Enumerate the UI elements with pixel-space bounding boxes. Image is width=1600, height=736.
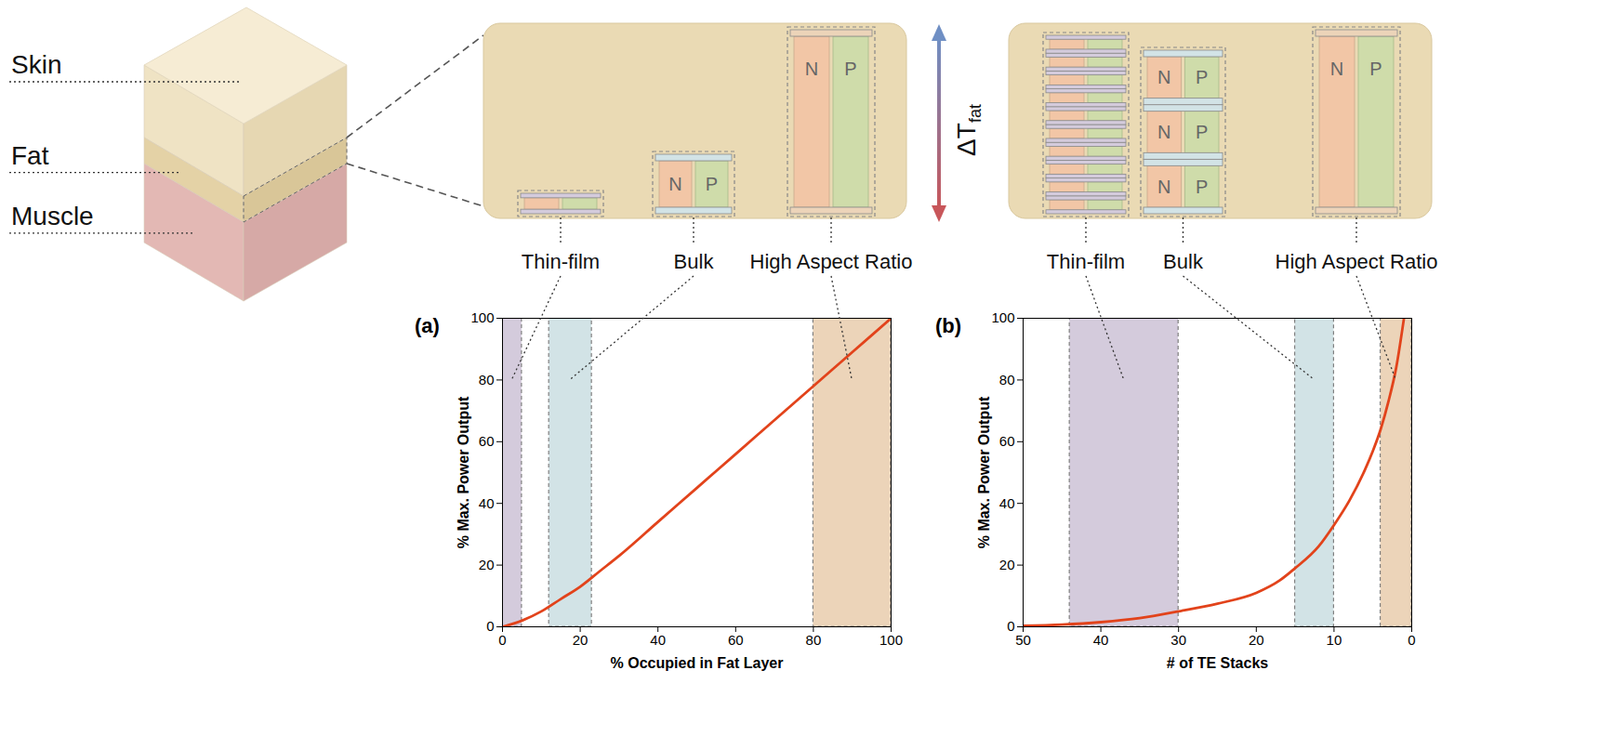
svg-text:Skin: Skin — [11, 50, 62, 80]
svg-text:20: 20 — [1248, 632, 1265, 648]
svg-text:80: 80 — [999, 371, 1016, 388]
svg-text:(b): (b) — [935, 314, 962, 338]
svg-text:High Aspect Ratio: High Aspect Ratio — [750, 250, 913, 274]
svg-text:High Aspect Ratio: High Aspect Ratio — [1275, 250, 1439, 274]
svg-text:40: 40 — [999, 495, 1016, 512]
svg-text:40: 40 — [649, 632, 666, 648]
svg-text:N: N — [1157, 121, 1171, 143]
svg-text:Thin-film: Thin-film — [521, 250, 600, 274]
svg-text:0: 0 — [486, 618, 494, 635]
svg-text:% Max. Power Output: % Max. Power Output — [976, 396, 992, 549]
svg-text:Bulk: Bulk — [674, 250, 715, 274]
svg-text:Bulk: Bulk — [1163, 250, 1204, 274]
svg-text:P: P — [1369, 58, 1382, 80]
svg-text:N: N — [805, 58, 819, 80]
svg-text:100: 100 — [470, 309, 494, 326]
svg-text:N: N — [668, 173, 682, 195]
svg-text:N: N — [1330, 58, 1344, 80]
svg-text:10: 10 — [1326, 632, 1343, 648]
svg-text:50: 50 — [1015, 632, 1032, 648]
svg-text:(a): (a) — [414, 314, 440, 338]
svg-text:0: 0 — [1407, 632, 1415, 648]
svg-text:30: 30 — [1170, 632, 1187, 648]
svg-text:N: N — [1157, 66, 1171, 88]
svg-text:Fat: Fat — [11, 141, 50, 171]
svg-text:40: 40 — [478, 495, 495, 512]
svg-text:Muscle: Muscle — [11, 201, 94, 231]
svg-text:P: P — [844, 58, 857, 80]
svg-text:Thin-film: Thin-film — [1046, 250, 1125, 274]
svg-text:20: 20 — [572, 632, 589, 648]
svg-text:P: P — [1195, 176, 1208, 198]
svg-text:0: 0 — [498, 632, 506, 648]
svg-text:0: 0 — [1006, 618, 1015, 635]
svg-text:P: P — [1195, 121, 1208, 143]
svg-text:40: 40 — [1093, 632, 1110, 648]
svg-text:80: 80 — [806, 632, 822, 648]
svg-text:60: 60 — [478, 433, 495, 450]
svg-text:% Occupied in Fat Layer: % Occupied in Fat Layer — [610, 655, 784, 672]
svg-text:100: 100 — [991, 309, 1015, 326]
svg-text:% Max. Power Output: % Max. Power Output — [455, 396, 472, 549]
svg-text:N: N — [1157, 176, 1171, 198]
svg-text:P: P — [1195, 66, 1208, 88]
svg-text:20: 20 — [478, 556, 495, 573]
svg-text:P: P — [705, 173, 718, 195]
svg-text:60: 60 — [999, 433, 1016, 450]
svg-text:60: 60 — [727, 632, 744, 648]
svg-text:20: 20 — [999, 556, 1016, 573]
svg-text:100: 100 — [879, 632, 903, 648]
svg-text:80: 80 — [478, 371, 495, 388]
svg-text:# of TE Stacks: # of TE Stacks — [1166, 655, 1269, 672]
svg-text:ΔTfat: ΔTfat — [952, 104, 985, 157]
